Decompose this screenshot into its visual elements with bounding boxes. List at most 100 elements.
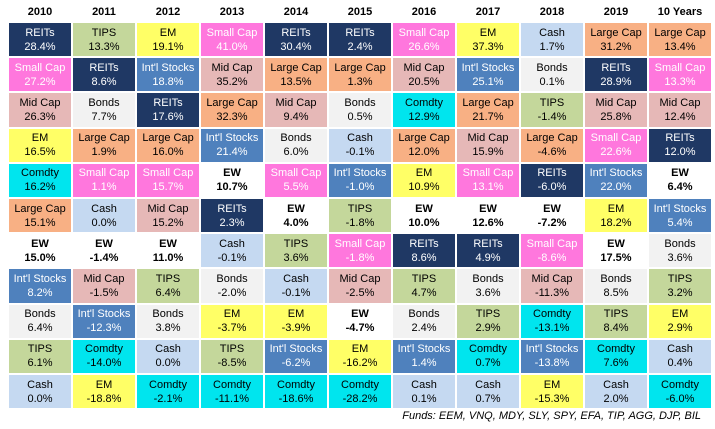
return-value: 13.5% — [280, 75, 312, 88]
return-cell: Large Cap 12.0% — [392, 127, 456, 163]
asset-name: REITs — [473, 237, 503, 250]
return-value: 13.3% — [664, 75, 696, 88]
return-cell: TIPS 8.4% — [584, 303, 648, 339]
return-cell: EW 15.0% — [8, 233, 72, 269]
asset-name: TIPS — [411, 272, 437, 285]
return-value: -0.1% — [217, 251, 247, 264]
return-value: -6.0% — [665, 392, 695, 405]
return-value: 32.3% — [216, 110, 248, 123]
asset-name: REITs — [217, 202, 247, 215]
return-cell: Small Cap 26.6% — [392, 22, 456, 58]
return-value: 18.2% — [600, 216, 632, 229]
asset-name: Cash — [155, 343, 181, 356]
return-cell: Comdty -18.6% — [264, 374, 328, 410]
return-cell: TIPS 6.4% — [136, 268, 200, 304]
asset-name: Bonds — [344, 96, 376, 109]
return-cell: Mid Cap 15.2% — [136, 198, 200, 234]
return-value: 2.4% — [411, 322, 437, 335]
asset-name: Int'l Stocks — [205, 132, 259, 145]
return-cell: Int'l Stocks 22.0% — [584, 162, 648, 198]
asset-name: Cash — [91, 202, 117, 215]
return-value: 17.6% — [152, 110, 184, 123]
asset-name: Small Cap — [334, 237, 386, 250]
return-value: 0.7% — [475, 357, 501, 370]
asset-name: Mid Cap — [531, 272, 573, 285]
return-value: 28.4% — [24, 40, 56, 53]
return-cell: EM -3.9% — [264, 303, 328, 339]
return-cell: Large Cap 1.3% — [328, 57, 392, 93]
return-cell: TIPS -8.5% — [200, 338, 264, 374]
column-header: 2014 — [283, 6, 309, 18]
asset-name: Large Cap — [78, 132, 130, 145]
asset-name: TIPS — [27, 343, 53, 356]
return-value: 13.4% — [664, 40, 696, 53]
return-cell: Mid Cap 15.9% — [456, 127, 520, 163]
asset-name: Bonds — [216, 272, 248, 285]
return-value: 18.8% — [152, 75, 184, 88]
return-cell: Small Cap -8.6% — [520, 233, 584, 269]
asset-name: REITs — [345, 26, 375, 39]
return-value: 2.9% — [475, 322, 501, 335]
return-value: 12.0% — [664, 146, 696, 159]
return-value: -4.6% — [537, 146, 567, 159]
asset-name: Comdty — [21, 167, 59, 180]
asset-name: Comdty — [469, 343, 507, 356]
asset-name: Mid Cap — [339, 272, 381, 285]
return-cell: Cash 0.4% — [648, 338, 712, 374]
asset-name: Small Cap — [654, 61, 706, 74]
return-cell: Large Cap 21.7% — [456, 92, 520, 128]
return-value: 3.2% — [667, 286, 693, 299]
return-value: -13.1% — [534, 322, 570, 335]
return-value: 2.0% — [603, 392, 629, 405]
asset-name: Bonds — [408, 308, 440, 321]
asset-name: Large Cap — [334, 61, 386, 74]
return-cell: TIPS 13.3% — [72, 22, 136, 58]
return-cell: EW 10.7% — [200, 162, 264, 198]
return-value: 22.6% — [600, 146, 632, 159]
return-cell: Cash 1.7% — [520, 22, 584, 58]
asset-name: EW — [671, 167, 689, 180]
asset-name: Small Cap — [142, 167, 194, 180]
return-value: -18.6% — [278, 392, 314, 405]
return-value: -0.1% — [281, 286, 311, 299]
asset-name: REITs — [281, 26, 311, 39]
return-value: 0.5% — [347, 110, 373, 123]
return-cell: EM -18.8% — [72, 374, 136, 410]
return-value: -1.4% — [89, 251, 119, 264]
column-header: 2017 — [475, 6, 501, 18]
asset-name: Bonds — [88, 96, 120, 109]
asset-name: EM — [31, 132, 49, 145]
return-cell: Comdty 16.2% — [8, 162, 72, 198]
asset-name: TIPS — [667, 272, 693, 285]
return-cell: Small Cap 22.6% — [584, 127, 648, 163]
return-cell: Small Cap 41.0% — [200, 22, 264, 58]
asset-name: Small Cap — [590, 132, 642, 145]
asset-name: Small Cap — [462, 167, 514, 180]
return-value: 31.2% — [600, 40, 632, 53]
return-value: 16.0% — [152, 146, 184, 159]
return-value: 10.7% — [216, 181, 248, 194]
return-cell: Large Cap 15.1% — [8, 198, 72, 234]
return-value: 6.4% — [667, 181, 693, 194]
return-value: 8.6% — [91, 75, 117, 88]
return-cell: Cash -0.1% — [200, 233, 264, 269]
return-value: 4.7% — [411, 286, 437, 299]
asset-name: Comdty — [277, 378, 315, 391]
return-value: 20.5% — [408, 75, 440, 88]
return-value: 1.1% — [91, 181, 117, 194]
return-cell: Int'l Stocks -1.0% — [328, 162, 392, 198]
return-value: 0.0% — [155, 357, 181, 370]
asset-name: Comdty — [661, 378, 699, 391]
asset-name: EM — [351, 343, 369, 356]
return-value: -18.8% — [86, 392, 122, 405]
asset-name: Large Cap — [654, 26, 706, 39]
asset-name: TIPS — [219, 343, 245, 356]
return-value: 10.9% — [408, 181, 440, 194]
return-cell: Bonds 2.4% — [392, 303, 456, 339]
return-cell: TIPS 6.1% — [8, 338, 72, 374]
asset-name: Mid Cap — [211, 61, 253, 74]
asset-name: Cash — [539, 26, 565, 39]
asset-name: TIPS — [155, 272, 181, 285]
return-cell: Mid Cap 9.4% — [264, 92, 328, 128]
return-value: 21.4% — [216, 146, 248, 159]
